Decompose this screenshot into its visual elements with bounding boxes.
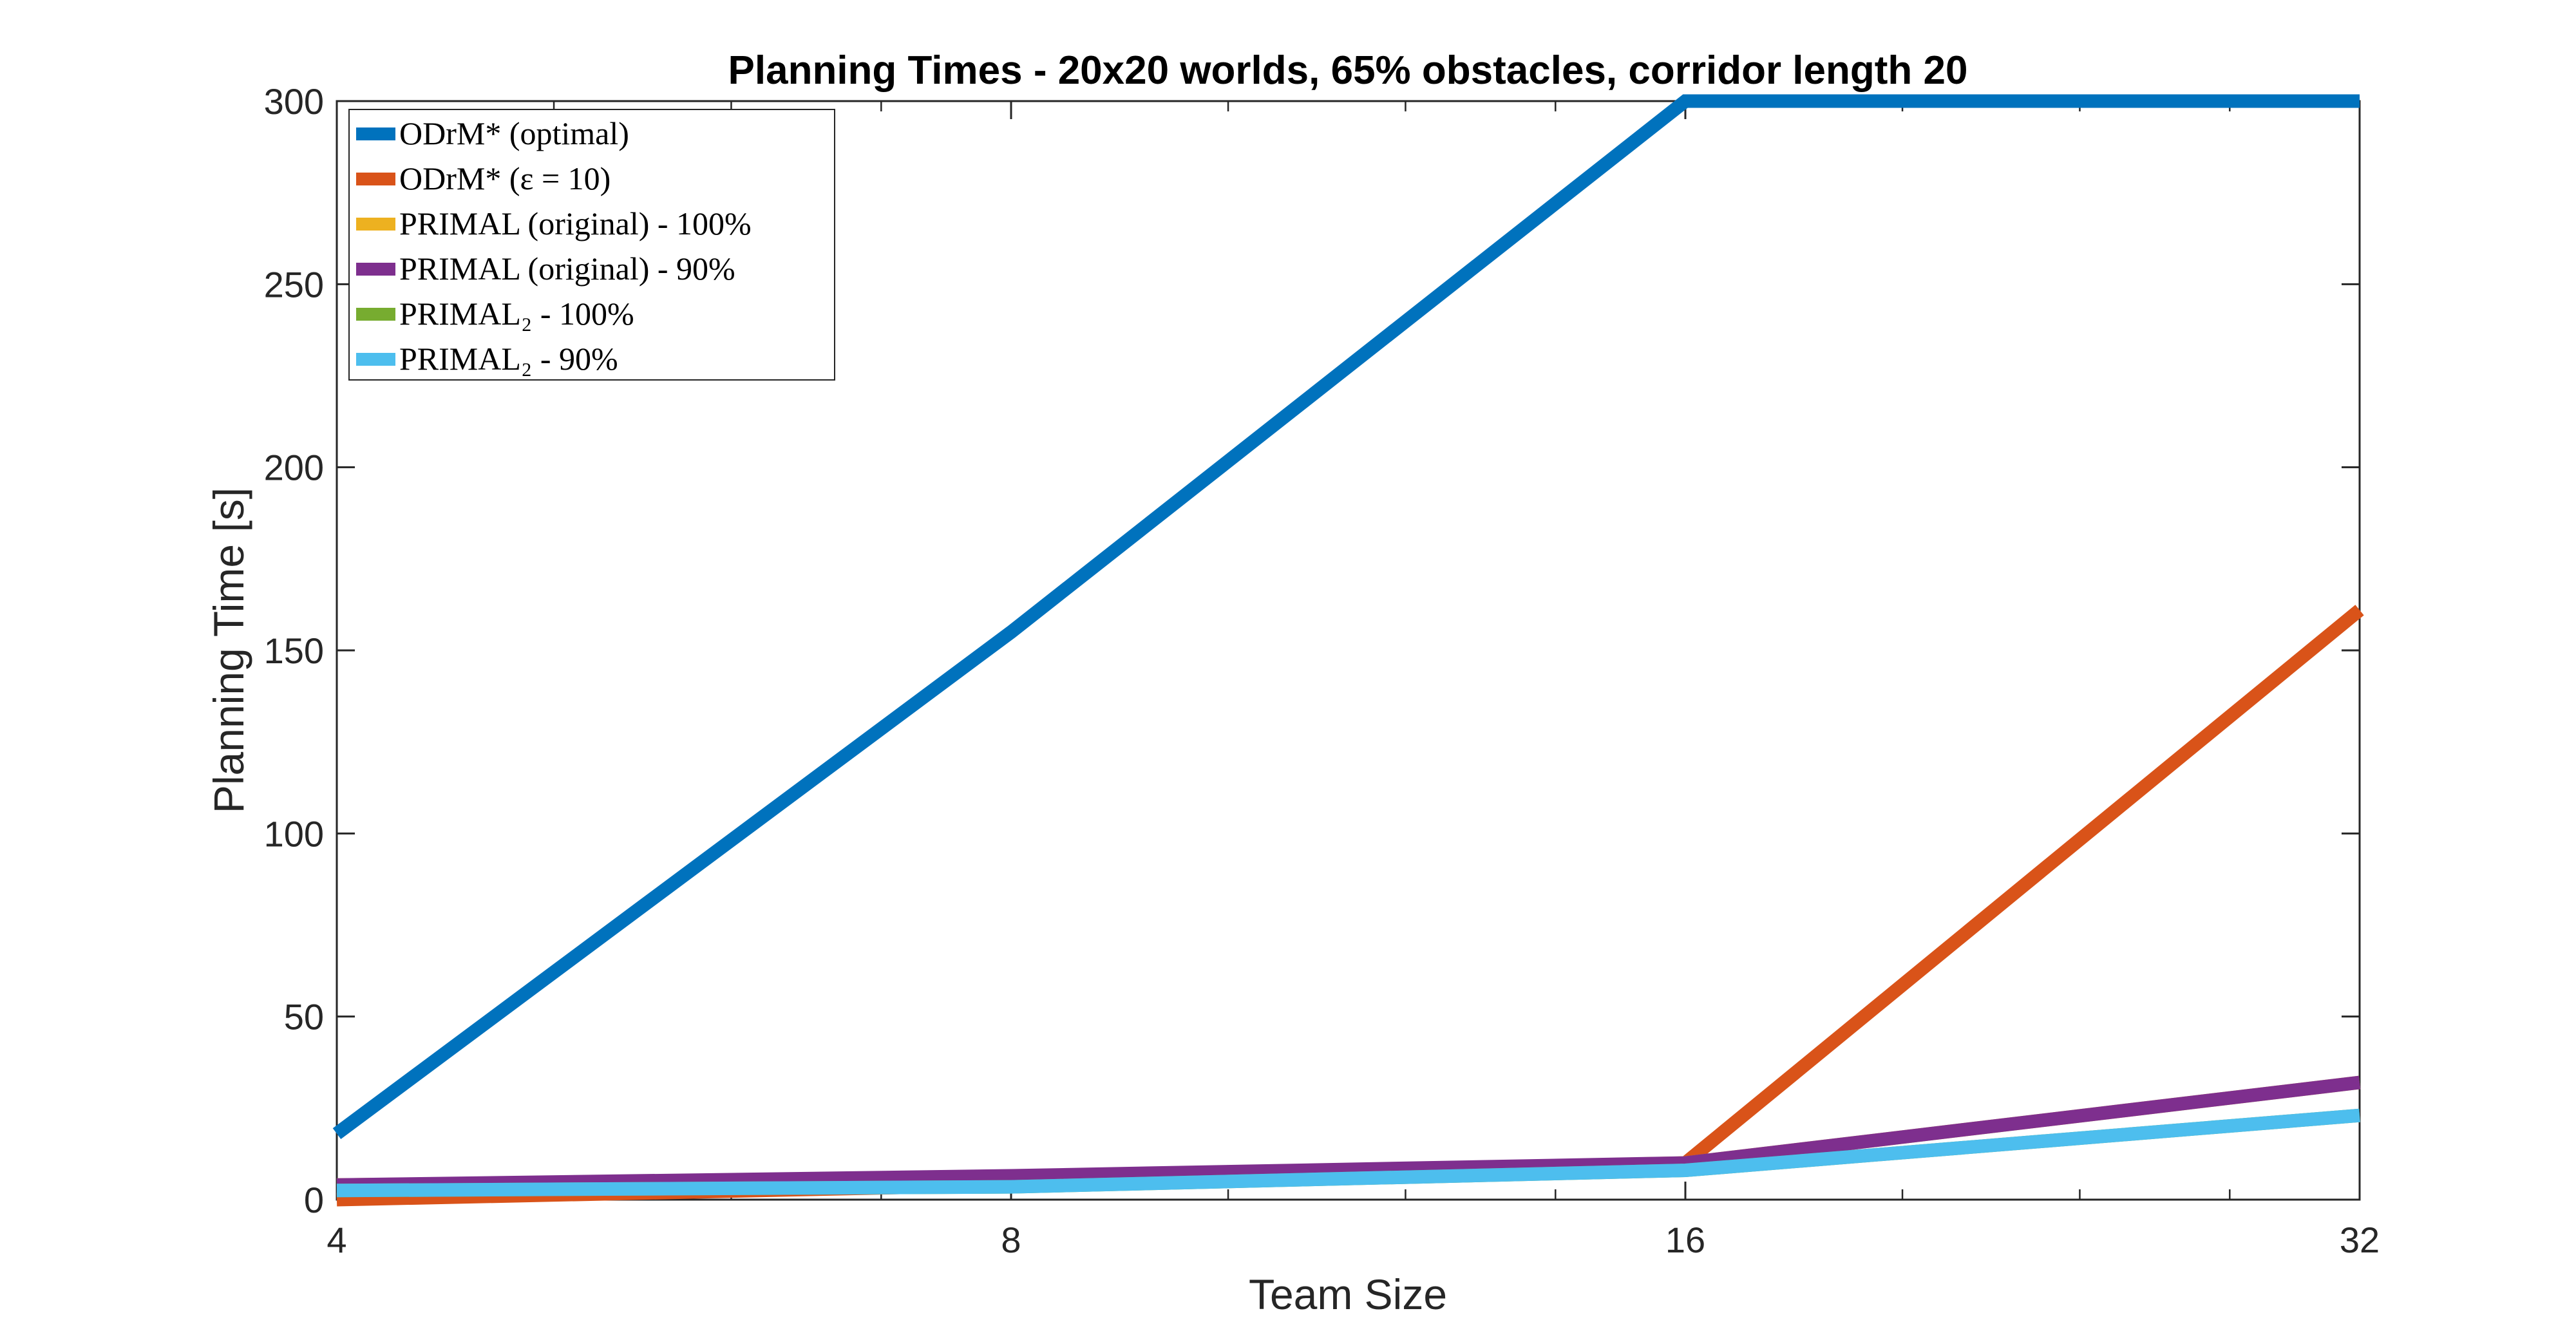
legend-box <box>348 109 835 381</box>
y-tick-label: 0 <box>304 1180 324 1220</box>
x-tick-label: 16 <box>1665 1220 1705 1260</box>
legend-label: PRIMAL₂ - 90% <box>399 341 618 377</box>
y-tick-label: 200 <box>264 448 324 488</box>
legend-label: ODrM* (optimal) <box>399 115 629 151</box>
chart-title: Planning Times - 20x20 worlds, 65% obsta… <box>728 48 1968 93</box>
series-line <box>336 1108 2360 1198</box>
x-axis-label: Team Size <box>1249 1270 1447 1318</box>
y-axis-label: Planning Time [s] <box>205 487 252 813</box>
y-tick-label: 150 <box>264 630 324 671</box>
legend-label: ODrM* (ε = 10) <box>399 160 611 196</box>
x-tick-label: 32 <box>2340 1220 2380 1260</box>
series-line <box>332 94 2360 1140</box>
axis-ticks: 0 50 100 150 200 250 300 4 8 16 32 <box>264 81 2380 1260</box>
y-tick-label: 50 <box>284 997 324 1037</box>
legend-label: PRIMAL (original) - 100% <box>399 205 752 241</box>
y-tick-label: 300 <box>264 81 324 122</box>
legend-label: PRIMAL (original) - 90% <box>399 250 735 287</box>
legend: ODrM* (optimal) ODrM* (ε = 10) PRIMAL (ori… <box>348 109 835 381</box>
x-tick-label: 8 <box>1001 1220 1021 1260</box>
series-group <box>332 94 2364 1207</box>
legend-label: PRIMAL₂ - 100% <box>399 296 634 332</box>
y-tick-label: 250 <box>264 264 324 305</box>
y-tick-label: 100 <box>264 813 324 854</box>
x-tick-label: 4 <box>327 1220 346 1260</box>
series-line <box>336 1075 2361 1192</box>
